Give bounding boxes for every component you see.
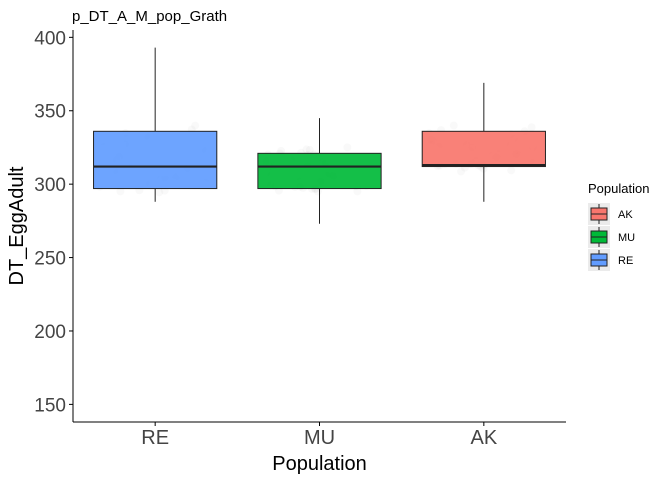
x-tick-label: AK — [470, 427, 497, 449]
legend-key-re — [588, 249, 610, 271]
jitter-point — [457, 167, 465, 175]
legend-label: AK — [618, 209, 633, 221]
box-body — [93, 130, 218, 190]
box-re — [93, 47, 218, 202]
jitter-point — [343, 143, 351, 151]
y-axis-label: DT_EggAdult — [6, 166, 28, 285]
box-body — [421, 130, 546, 168]
chart-title: p_DT_A_M_pop_Grath — [72, 8, 227, 25]
legend-key-mu — [588, 226, 610, 248]
legend-label: RE — [618, 255, 633, 267]
x-tick-label: RE — [141, 427, 169, 449]
jitter-point — [528, 123, 536, 131]
jitter-point — [450, 121, 458, 129]
legend: Population AK MU RE — [588, 181, 649, 271]
x-tick-label: MU — [304, 427, 335, 449]
x-axis-label: Population — [272, 453, 367, 475]
y-tick-label: 250 — [34, 249, 66, 270]
legend-key-ak — [588, 203, 610, 225]
y-ticks: 150 200 250 300 350 400 — [34, 28, 73, 416]
y-tick-label: 300 — [34, 175, 66, 196]
legend-title: Population — [588, 181, 649, 196]
y-tick-label: 200 — [34, 322, 66, 343]
legend-label: MU — [618, 232, 635, 244]
box-mu — [257, 118, 382, 224]
jitter-point — [155, 188, 163, 196]
x-ticks: RE MU AK — [141, 422, 498, 449]
box-ak — [421, 82, 546, 202]
box-body — [257, 152, 382, 190]
jitter-point — [507, 166, 515, 174]
y-tick-label: 150 — [34, 395, 66, 416]
boxes-layer — [93, 47, 546, 224]
y-tick-label: 350 — [34, 102, 66, 123]
y-tick-label: 400 — [34, 28, 66, 49]
